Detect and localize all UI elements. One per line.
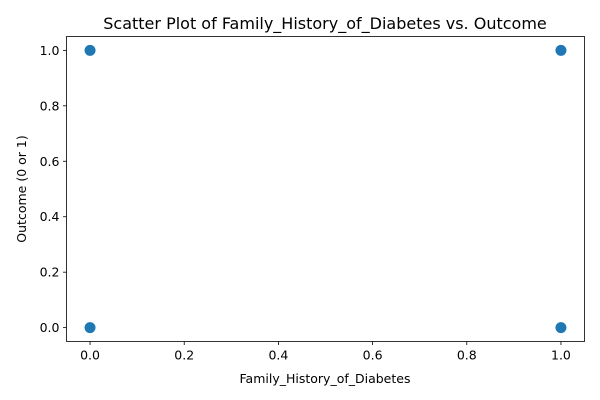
axes-frame — [66, 36, 585, 342]
y-axis-ticks: 0.0 0.2 0.4 0.6 0.8 1.0 — [40, 43, 67, 335]
y-tick-label: 0.6 — [40, 154, 60, 169]
x-tick-label: 0.6 — [363, 348, 383, 363]
x-tick-label: 0.8 — [457, 348, 477, 363]
x-tick-label: 1.0 — [551, 348, 571, 363]
plot-area — [66, 36, 585, 342]
data-point — [84, 44, 96, 56]
data-point — [555, 322, 567, 334]
y-tick-label: 1.0 — [40, 43, 60, 58]
y-tick-label: 0.0 — [40, 320, 60, 335]
y-tick-label: 0.4 — [40, 209, 60, 224]
x-tick-label: 0.4 — [268, 348, 288, 363]
y-tick-label: 0.2 — [40, 265, 60, 280]
data-points — [84, 44, 567, 334]
x-axis-ticks: 0.0 0.2 0.4 0.6 0.8 1.0 — [80, 341, 571, 363]
x-tick-label: 0.0 — [80, 348, 100, 363]
y-tick-label: 0.8 — [40, 98, 60, 113]
x-tick-label: 0.2 — [174, 348, 194, 363]
data-point — [84, 322, 96, 334]
chart-title: Scatter Plot of Family_History_of_Diabet… — [103, 14, 547, 34]
y-axis-label: Outcome (0 or 1) — [14, 135, 29, 242]
data-point — [555, 44, 567, 56]
x-axis-label: Family_History_of_Diabetes — [240, 371, 411, 386]
